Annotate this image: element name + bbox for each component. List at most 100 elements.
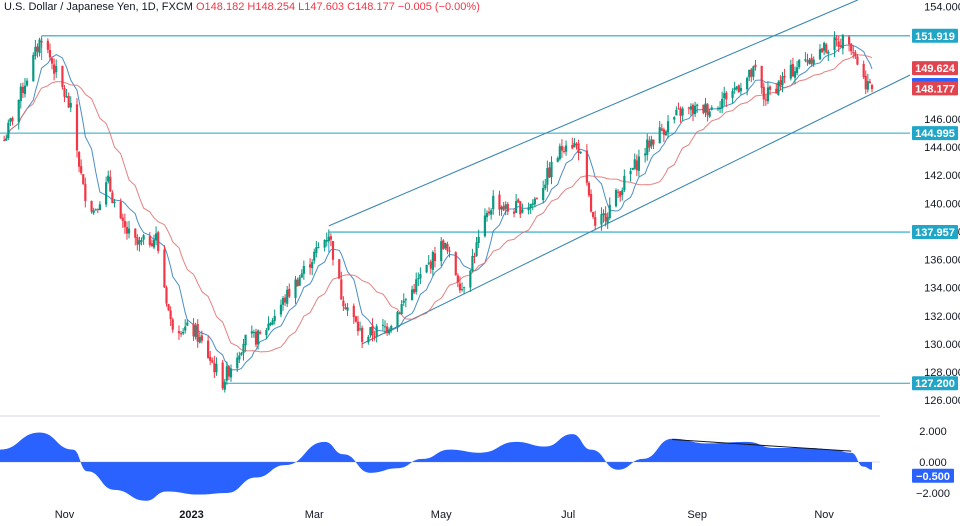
oscillator-badge bbox=[912, 468, 954, 483]
candle-body bbox=[240, 352, 243, 356]
candle-body bbox=[650, 139, 653, 147]
candle-body bbox=[61, 65, 64, 88]
candle-body bbox=[281, 298, 285, 305]
price-badge bbox=[912, 28, 958, 43]
candle-body bbox=[177, 331, 181, 334]
candle-body bbox=[84, 184, 87, 201]
candle-body bbox=[677, 108, 680, 110]
candle-body bbox=[211, 360, 214, 363]
price-badge-label: 137.957 bbox=[915, 227, 955, 239]
candle-body bbox=[733, 87, 736, 91]
candle-body bbox=[200, 335, 203, 341]
candle-body bbox=[96, 209, 99, 211]
candle-body bbox=[119, 201, 122, 219]
candle-body bbox=[400, 303, 403, 315]
candle-body bbox=[458, 283, 462, 291]
candle-body bbox=[660, 128, 663, 131]
candle-body bbox=[448, 250, 451, 252]
candle-body bbox=[75, 104, 79, 151]
candle-body bbox=[506, 204, 509, 212]
candle-body bbox=[50, 58, 54, 64]
candle-body bbox=[36, 46, 39, 52]
candle-body bbox=[662, 129, 665, 135]
candle-body bbox=[492, 195, 495, 210]
candle-body bbox=[286, 289, 289, 304]
candle-body bbox=[371, 325, 374, 336]
candle-body bbox=[410, 289, 414, 301]
candle-body bbox=[527, 207, 530, 211]
candle-body bbox=[344, 307, 347, 310]
candle-body bbox=[340, 279, 343, 300]
price-badge-label: 151.919 bbox=[915, 31, 955, 43]
candle-body bbox=[19, 86, 22, 102]
candle-body bbox=[456, 275, 459, 283]
candle-body bbox=[806, 60, 809, 63]
candle-body bbox=[631, 168, 634, 170]
candle-body bbox=[471, 255, 474, 271]
candle-body bbox=[427, 262, 430, 264]
candle-body bbox=[184, 326, 187, 331]
candle-body bbox=[556, 158, 559, 162]
price-badge bbox=[912, 61, 958, 76]
candle-body bbox=[385, 326, 389, 333]
candle-body bbox=[687, 107, 690, 109]
ma-slow-line bbox=[3, 54, 873, 353]
price-axis-tick-label: 142.000 bbox=[924, 170, 960, 182]
candle-body bbox=[213, 362, 216, 373]
candle-body bbox=[123, 221, 126, 227]
candle-body bbox=[134, 228, 137, 238]
candle-body bbox=[444, 242, 447, 249]
price-badge bbox=[912, 126, 958, 141]
candle-body bbox=[442, 240, 445, 249]
candle-body bbox=[229, 368, 233, 378]
ohlc-close: C148.177 bbox=[347, 1, 395, 13]
candle-body bbox=[768, 86, 772, 90]
candle-body bbox=[841, 35, 844, 49]
candle-body bbox=[67, 95, 70, 108]
candle-body bbox=[500, 206, 503, 210]
candle-body bbox=[483, 215, 487, 237]
candle-body bbox=[331, 241, 335, 260]
candle-body bbox=[194, 325, 197, 338]
candle-body bbox=[462, 287, 466, 289]
candle-body bbox=[666, 121, 670, 133]
candle-body bbox=[573, 142, 576, 148]
candle-body bbox=[512, 211, 516, 214]
price-axis-tick-label: 126.000 bbox=[924, 395, 960, 407]
candle-body bbox=[207, 340, 210, 358]
candle-body bbox=[419, 274, 422, 279]
time-axis-tick-label: Jul bbox=[561, 509, 575, 521]
candle-body bbox=[812, 59, 815, 65]
candle-body bbox=[179, 333, 183, 335]
candle-body bbox=[825, 44, 828, 53]
candle-body bbox=[485, 212, 489, 218]
candle-body bbox=[544, 184, 547, 189]
oscillator-axis-tick-label: 2.000 bbox=[919, 426, 947, 438]
candle-body bbox=[754, 64, 757, 67]
price-axis-tick-label: 130.000 bbox=[924, 339, 960, 351]
candle-body bbox=[273, 315, 276, 321]
candle-body bbox=[614, 189, 618, 207]
candle-body bbox=[404, 299, 407, 301]
candle-body bbox=[531, 203, 534, 206]
price-axis-tick-label: 154.000 bbox=[924, 2, 960, 14]
candle-body bbox=[279, 304, 283, 315]
candle-body bbox=[308, 264, 312, 268]
price-axis-tick-label: 128.000 bbox=[924, 367, 960, 379]
candle-body bbox=[198, 337, 201, 343]
candle-body bbox=[689, 106, 693, 110]
candle-body bbox=[856, 56, 859, 65]
candle-body bbox=[192, 323, 195, 337]
ohlc-low: L147.603 bbox=[298, 1, 345, 13]
candle-body bbox=[352, 305, 355, 318]
candle-body bbox=[739, 87, 742, 92]
candle-body bbox=[694, 105, 697, 115]
candle-body bbox=[517, 199, 520, 203]
candle-body bbox=[750, 69, 753, 77]
candle-body bbox=[80, 166, 83, 174]
candle-body bbox=[823, 42, 826, 51]
candle-body bbox=[254, 331, 258, 345]
candle-body bbox=[415, 279, 418, 292]
